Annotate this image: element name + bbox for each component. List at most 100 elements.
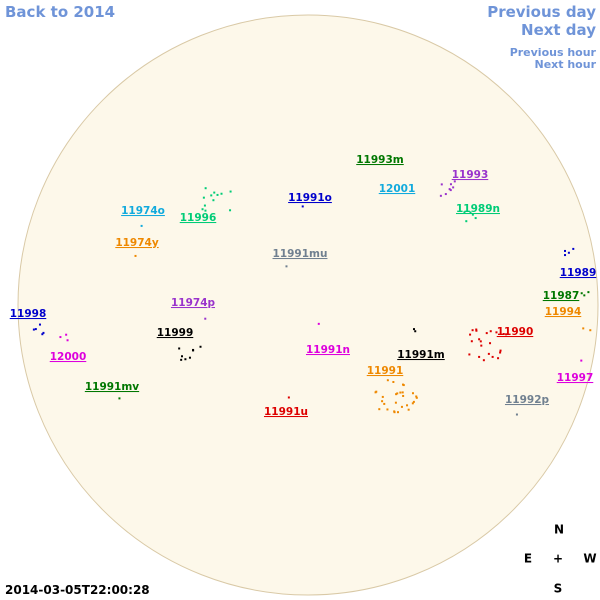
sunspot (463, 211, 466, 214)
sunspot (204, 187, 207, 190)
timestamp: 2014-03-05T22:00:28 (5, 583, 150, 597)
region-label: 11999 (157, 327, 194, 339)
region-label: 11994 (545, 306, 582, 318)
sunspot (469, 211, 472, 214)
sunspot (589, 329, 592, 332)
sunspot (415, 395, 418, 398)
sunspot (32, 328, 35, 331)
sunspot (210, 194, 213, 197)
sunspot (317, 322, 320, 325)
sunspot (587, 291, 590, 294)
sunspot (580, 292, 583, 295)
sunspot (499, 351, 502, 354)
sunspot (480, 344, 483, 347)
sunspot (140, 224, 143, 227)
previous-day-link[interactable]: Previous day (487, 3, 596, 21)
sunspot (475, 329, 478, 332)
sunspot (487, 352, 490, 355)
sunspot (468, 353, 471, 356)
sunspot (411, 392, 414, 395)
sunspot (465, 220, 468, 223)
sunspot (392, 380, 395, 383)
region-label: 11991mv (85, 381, 139, 393)
sunspot (499, 349, 502, 352)
sunspot (407, 408, 410, 411)
sunspot (396, 392, 399, 395)
region-label: 11998 (10, 308, 47, 320)
sunspot (178, 347, 181, 350)
sunspot (184, 358, 187, 361)
sunspot (485, 332, 488, 335)
region-label: 11989n (456, 203, 500, 215)
sunspot (229, 209, 232, 212)
next-hour-link[interactable]: Next hour (535, 58, 597, 71)
sunspot (220, 192, 223, 195)
region-label: 11996 (180, 212, 217, 224)
region-label: 11991m (397, 349, 445, 361)
solar-disk (17, 14, 599, 596)
sunspot (411, 402, 414, 405)
region-label: 11991 (367, 365, 404, 377)
sunspot (564, 254, 567, 257)
sunspot (449, 183, 452, 186)
region-label: 11974p (171, 297, 216, 309)
sunspot (479, 340, 482, 343)
sunspot (213, 191, 216, 194)
sunspot (34, 328, 37, 331)
sunspot (440, 183, 443, 186)
compass-south: S (554, 582, 563, 596)
previous-hour-link[interactable]: Previous hour (510, 46, 597, 59)
sunspot (229, 190, 232, 193)
sunspot (393, 411, 396, 414)
sunspot (582, 327, 585, 330)
sunspot (583, 294, 586, 297)
sunspot (285, 265, 288, 268)
sunspot (383, 402, 386, 405)
region-label: 11991n (306, 344, 350, 356)
region-label: 11993m (356, 154, 404, 166)
region-label: 11991u (264, 406, 308, 418)
sunspot (415, 396, 418, 399)
back-link[interactable]: Back to 2014 (5, 3, 115, 21)
sunspot (399, 391, 402, 394)
sunspot (181, 355, 184, 358)
sunspot (38, 323, 41, 326)
sunspot (41, 333, 44, 336)
sunspot (394, 401, 397, 404)
sunspot (470, 340, 473, 343)
sunspot (444, 193, 447, 196)
region-label: 11974y (115, 237, 159, 249)
sunspot (402, 394, 405, 397)
sunspot (212, 199, 215, 202)
region-label: 11991mu (273, 248, 328, 260)
sunspot (400, 405, 403, 408)
sunspot (580, 359, 583, 362)
sunspot (474, 217, 477, 220)
sunspot (414, 330, 417, 333)
sunspot (381, 400, 384, 403)
sunspot (65, 333, 68, 336)
sunspot (505, 333, 508, 336)
sunspot (395, 393, 398, 396)
sunspot (471, 329, 474, 332)
region-label: 11992p (505, 394, 550, 406)
sunspot (572, 247, 575, 250)
compass-east: E (524, 552, 532, 566)
sunspot (471, 213, 474, 216)
sunspot (204, 317, 207, 320)
sunspot (202, 196, 205, 199)
region-label: 11974o (121, 205, 165, 217)
next-day-link[interactable]: Next day (521, 21, 596, 39)
sunspot (374, 391, 377, 394)
sunspot (199, 345, 202, 348)
sunspot (478, 338, 481, 341)
sunspot (567, 251, 570, 254)
sunspot (489, 342, 492, 345)
sunspot (478, 355, 481, 358)
sunspot (406, 404, 409, 407)
sunspot (401, 391, 404, 394)
sunspot (475, 328, 478, 331)
sunspot (489, 330, 492, 333)
sunspot (386, 408, 389, 411)
